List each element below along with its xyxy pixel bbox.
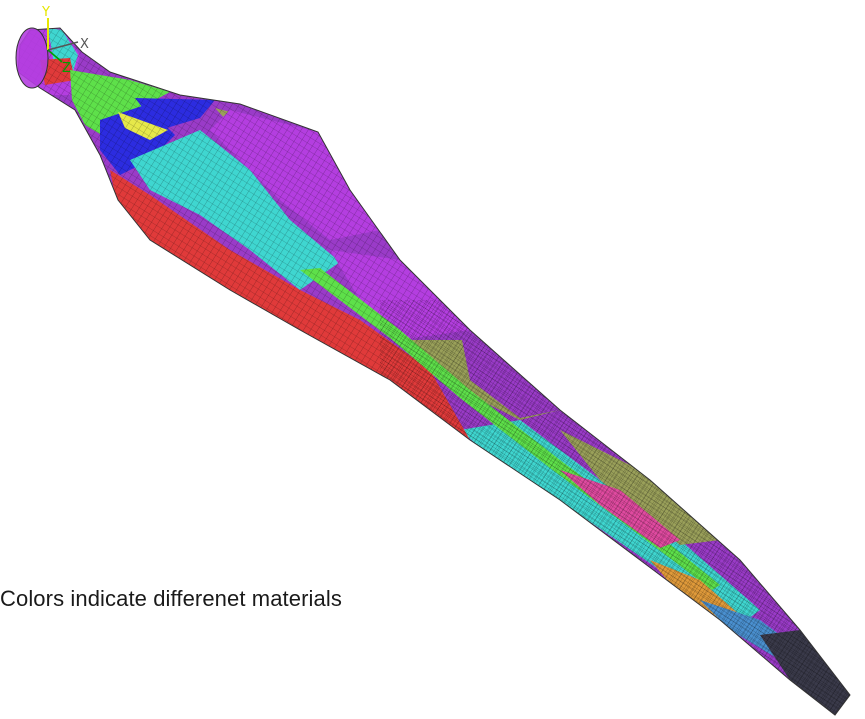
triad-y-label: Y bbox=[41, 5, 50, 20]
coordinate-triad: Y X Z bbox=[41, 5, 89, 76]
triad-z-label: Z bbox=[62, 61, 71, 76]
triad-x-label: X bbox=[80, 37, 89, 52]
hub-face-ellipse bbox=[15, 27, 49, 89]
blade-outline bbox=[17, 27, 851, 716]
caption-text: Colors indicate differenet materials bbox=[0, 586, 342, 611]
triad-x-axis bbox=[47, 41, 79, 51]
triad-z-axis bbox=[47, 49, 63, 63]
